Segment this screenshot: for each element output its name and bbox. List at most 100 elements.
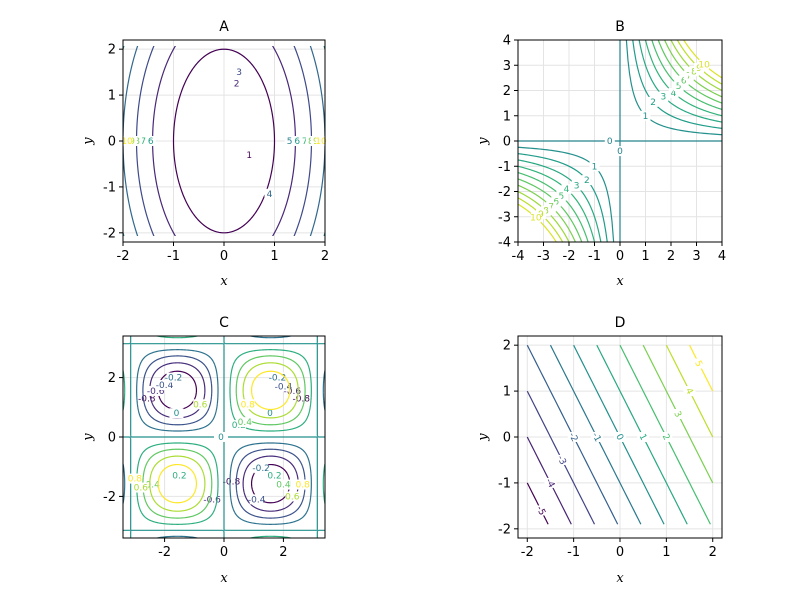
contour-label: 6 <box>148 137 154 147</box>
contour-label: -0.2 <box>269 374 287 384</box>
y-tick-label: 3 <box>503 59 511 74</box>
y-tick-label: -2 <box>498 522 511 537</box>
panel-c-xlabel: x <box>220 571 228 586</box>
contour-label: 10 <box>315 137 327 147</box>
contour-label: 0.6 <box>285 492 300 502</box>
contour-label: 0.2 <box>172 472 186 482</box>
contour-label: -0.6 <box>203 495 221 505</box>
contour-label: 0.4 <box>146 481 161 491</box>
contour-label-bg <box>299 136 310 146</box>
contour-label: 1 <box>643 112 649 122</box>
x-tick-label: -1 <box>567 545 580 560</box>
contour-label: 3 <box>660 93 666 103</box>
contour-label-bg <box>157 380 172 391</box>
y-tick-label: -2 <box>103 226 116 241</box>
contour-line <box>526 482 549 525</box>
contour-label: 1 <box>592 162 598 172</box>
contour-label-bg <box>535 209 546 220</box>
contour-label: 9 <box>129 137 135 147</box>
contour-label: 0.8 <box>296 481 311 491</box>
contour-label: 0.8 <box>128 475 143 485</box>
contour-line <box>142 355 306 519</box>
contour-label-bg <box>310 136 321 146</box>
contour-label: -0.4 <box>248 495 266 505</box>
contour-label: 2 <box>650 98 656 108</box>
contour-label-bg <box>127 473 142 484</box>
contour-label: 5 <box>676 82 682 92</box>
y-tick-label: 2 <box>503 84 511 99</box>
contour-label: 2 <box>660 433 672 443</box>
contour-line <box>657 39 723 104</box>
panel-c-contours: -0.8-0.8-0.8-0.6-0.6-0.6-0.4-0.4-0.4-0.2… <box>122 335 326 539</box>
contour-label: 0.6 <box>193 400 208 410</box>
contour-label-bg <box>683 70 694 81</box>
contour-label-bg <box>285 491 300 502</box>
contour-label-bg <box>673 81 684 92</box>
contour-label-bg <box>166 372 181 383</box>
y-tick-label: -1 <box>498 476 511 491</box>
y-tick-label: -2 <box>498 185 511 200</box>
y-tick-label: -4 <box>498 236 511 251</box>
contour-label-bg <box>285 385 300 396</box>
x-tick-label: -2 <box>117 249 130 264</box>
contour-label: 4 <box>671 89 677 99</box>
x-tick-label: 1 <box>641 249 649 264</box>
x-tick-label: 2 <box>709 545 717 560</box>
contour-label-bg <box>556 190 567 201</box>
x-tick-label: -2 <box>521 545 534 560</box>
y-tick-label: 2 <box>503 339 511 354</box>
x-tick-label: 3 <box>692 249 700 264</box>
x-tick-label: 0 <box>616 545 624 560</box>
panel-d: D -5 -4 -3 -2 -1 0 1 2 3 4 5 -2 -1 0 1 2 -2 -1 0 1 2 x y <box>476 315 723 586</box>
y-tick-label: 2 <box>108 371 116 386</box>
contour-label-bg <box>694 62 705 73</box>
contour-label: 6 <box>553 198 559 208</box>
contour-label: 10 <box>698 60 710 70</box>
contour-label: 1 <box>637 433 649 443</box>
x-tick-label: 2 <box>279 545 287 560</box>
x-tick-label: 0 <box>220 249 228 264</box>
contour-label-bg <box>249 494 264 505</box>
contour-label: 7 <box>302 137 308 147</box>
contour-label-bg <box>546 201 557 212</box>
contour-label: 0 <box>267 409 273 419</box>
contour-label: 4 <box>267 190 273 200</box>
contour-label-bg <box>561 183 572 194</box>
contour-line <box>123 336 325 538</box>
contour-label: -0.2 <box>165 374 183 384</box>
contour-label-bg <box>270 372 285 383</box>
contour-label-bg <box>263 408 278 419</box>
contour-label: -0.8 <box>138 394 156 404</box>
contour-label: 10 <box>530 214 542 224</box>
y-tick-label: 1 <box>503 385 511 400</box>
contour-label-bg <box>132 136 143 146</box>
x-tick-label: 0 <box>616 249 624 264</box>
contour-label: 4 <box>683 387 695 397</box>
contour-label-bg <box>581 175 592 186</box>
contour-label-bg <box>668 88 679 99</box>
contour-label-bg <box>138 136 149 146</box>
contour-label: -0.8 <box>292 394 310 404</box>
y-tick-label: 0 <box>503 135 511 150</box>
contour-label: 7 <box>686 71 692 81</box>
contour-label: 0.4 <box>238 418 253 428</box>
contour-label-bg <box>127 136 138 146</box>
contour-label: 3 <box>671 410 683 420</box>
contour-label: -0.2 <box>252 464 270 474</box>
contour-label-bg <box>692 358 705 369</box>
y-tick-label: -2 <box>103 490 116 505</box>
x-tick-label: 1 <box>270 249 278 264</box>
contour-label: 0 <box>613 433 625 443</box>
contour-label-bg <box>169 408 184 419</box>
panel-c-ticks: -2 0 2 -2 0 2 <box>103 371 288 560</box>
contour-label: 7 <box>140 137 146 147</box>
contour-label: 10 <box>121 137 133 147</box>
contour-label-bg <box>244 149 255 160</box>
contour-line <box>172 48 276 234</box>
contour-line <box>638 39 723 123</box>
contour-label: -2 <box>566 431 579 444</box>
contour-label-bg <box>551 196 562 207</box>
contour-label-bg <box>530 212 541 223</box>
x-tick-label: 2 <box>321 249 329 264</box>
